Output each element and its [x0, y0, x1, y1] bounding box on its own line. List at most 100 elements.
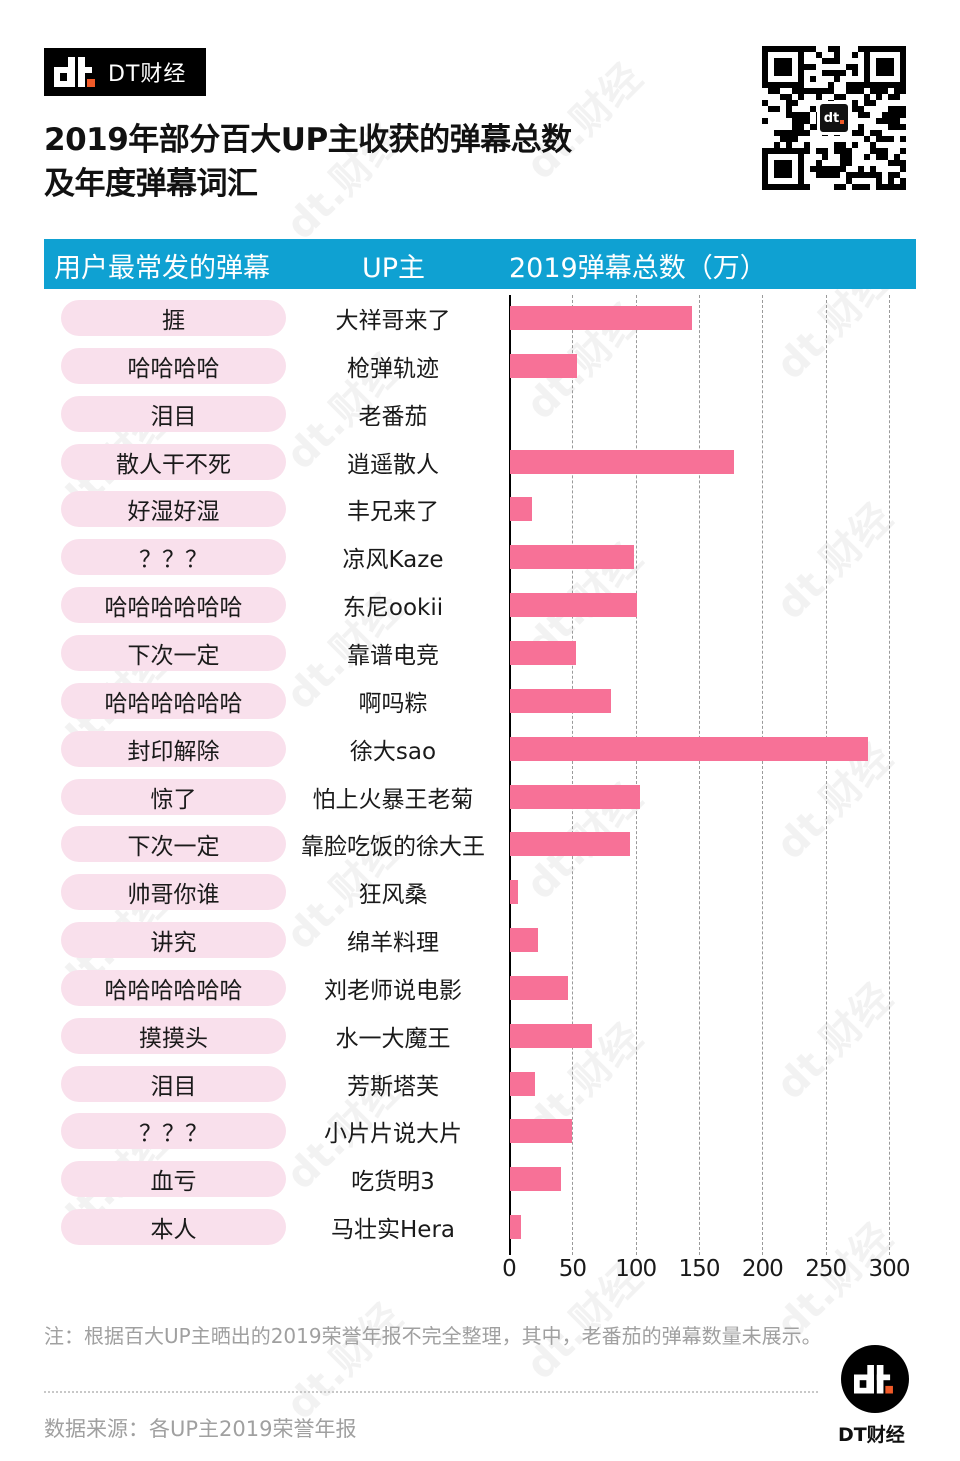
footer-brand-name: DT财经	[838, 1424, 905, 1446]
x-tick-label: 0	[502, 1256, 517, 1282]
uploader-name: 靠脸吃饭的徐大王	[301, 834, 485, 861]
uploader-name: 枪弹轨迹	[347, 355, 439, 382]
gridline	[699, 295, 700, 1255]
bar	[510, 497, 532, 522]
gridline	[825, 295, 827, 1255]
uploader-name: 丰兄来了	[347, 499, 439, 526]
x-tick-label: 50	[558, 1256, 587, 1282]
danmu-pill: 泪目	[61, 395, 286, 432]
bar	[510, 593, 637, 618]
table-row: 讲究 绵羊料理	[0, 917, 960, 965]
x-tick-label: 200	[741, 1256, 784, 1282]
qr-logo-icon: dt	[817, 101, 851, 135]
bar	[510, 449, 735, 474]
bar	[510, 880, 518, 905]
qr-code-icon: dt	[762, 46, 906, 190]
table-row: 泪目 芳斯塔芙	[0, 1061, 960, 1109]
table-row: 本人 马壮实Hera	[0, 1204, 960, 1252]
danmu-pill: 捱	[61, 300, 286, 336]
bar	[510, 1215, 522, 1240]
bar	[510, 306, 693, 330]
brand-badge: DT财经	[44, 48, 206, 96]
uploader-name: 水一大魔王	[335, 1025, 451, 1052]
danmu-pill: 哈哈哈哈哈哈	[61, 682, 286, 719]
table-row: 帅哥你谁 狂风桑	[0, 869, 960, 917]
data-source: 数据来源：各UP主2019荣誉年报	[44, 1417, 357, 1441]
header-uploader: UP主	[362, 253, 426, 284]
footnote: 注：根据百大UP主晒出的2019荣誉年报不完全整理，其中，老番茄的弹幕数量未展示…	[44, 1324, 822, 1348]
danmu-pill: 哈哈哈哈哈哈	[61, 587, 286, 624]
title-line-2: 及年度弹幕词汇	[44, 166, 258, 202]
danmu-pill: 血亏	[61, 1161, 286, 1198]
danmu-pill: 本人	[61, 1209, 286, 1246]
uploader-name: 吃货明3	[351, 1169, 435, 1196]
chart-title: 2019年部分百大UP主收获的弹幕总数 及年度弹幕词汇	[44, 118, 572, 206]
bar	[510, 640, 576, 665]
x-tick-label: 300	[868, 1256, 911, 1282]
danmu-pill: ？？？	[61, 1113, 286, 1150]
uploader-name: 凉风Kaze	[342, 547, 444, 574]
title-line-1: 2019年部分百大UP主收获的弹幕总数	[44, 122, 572, 158]
footer-logo-icon	[841, 1345, 909, 1413]
uploader-name: 徐大sao	[349, 738, 437, 765]
uploader-name: 啊吗粽	[358, 690, 428, 717]
dt-logo-icon	[54, 57, 98, 87]
uploader-name: 马壮实Hera	[331, 1217, 455, 1244]
bar	[510, 1167, 561, 1192]
table-row: ？？？ 凉风Kaze	[0, 534, 960, 582]
qr-finder	[762, 46, 804, 88]
danmu-pill: 讲究	[61, 922, 286, 959]
bar	[510, 1023, 593, 1048]
watermark: dt.财经	[277, 1295, 412, 1429]
danmu-pill: 封印解除	[61, 730, 286, 767]
table-row: 哈哈哈哈 枪弹轨迹	[0, 343, 960, 391]
table-row: 散人干不死 逍遥散人	[0, 439, 960, 487]
gridline	[635, 295, 637, 1255]
table-row: 哈哈哈哈哈哈 刘老师说电影	[0, 965, 960, 1013]
table-row: ？？？ 小片片说大片	[0, 1108, 960, 1156]
bar	[510, 784, 641, 809]
table-header: 用户最常发的弹幕 UP主 2019弹幕总数（万）	[44, 239, 916, 289]
table-row: 捱 大祥哥来了	[0, 295, 960, 343]
bar	[510, 353, 578, 378]
uploader-name: 怕上火暴王老菊	[312, 786, 474, 813]
danmu-pill: 帅哥你谁	[61, 874, 286, 911]
table-row: 摸摸头 水一大魔王	[0, 1013, 960, 1061]
bar	[510, 736, 869, 761]
uploader-name: 狂风桑	[358, 882, 428, 909]
table-row: 血亏 吃货明3	[0, 1156, 960, 1204]
table-row: 好湿好湿 丰兄来了	[0, 486, 960, 534]
uploader-name: 靠谱电竞	[347, 642, 439, 669]
bar	[510, 928, 538, 953]
gridline	[762, 295, 764, 1255]
table-row: 下次一定 靠脸吃饭的徐大王	[0, 821, 960, 869]
table-row: 惊了 怕上火暴王老菊	[0, 774, 960, 822]
header-danmu: 用户最常发的弹幕	[54, 253, 270, 284]
uploader-name: 东尼ookii	[342, 595, 444, 622]
danmu-pill: 哈哈哈哈	[61, 347, 286, 384]
danmu-pill: 摸摸头	[61, 1017, 286, 1054]
bar-chart	[509, 295, 909, 1255]
uploader-name: 芳斯塔芙	[347, 1073, 439, 1100]
gridline	[572, 295, 574, 1255]
divider	[44, 1391, 818, 1393]
qr-finder	[762, 148, 804, 190]
danmu-pill: 哈哈哈哈哈哈	[61, 969, 286, 1006]
table-row: 封印解除 徐大sao	[0, 726, 960, 774]
table-row: 哈哈哈哈哈哈 啊吗粽	[0, 678, 960, 726]
uploader-name: 逍遥散人	[347, 451, 439, 478]
danmu-pill: 泪目	[61, 1065, 286, 1102]
uploader-name: 刘老师说电影	[324, 977, 462, 1004]
y-axis-line	[509, 295, 511, 1255]
table-row: 泪目 老番茄	[0, 391, 960, 439]
danmu-pill: 下次一定	[61, 634, 286, 671]
x-tick-label: 150	[678, 1256, 721, 1282]
danmu-pill: 下次一定	[61, 826, 286, 863]
x-tick-label: 250	[805, 1256, 847, 1282]
x-tick-label: 100	[615, 1256, 657, 1282]
uploader-name: 小片片说大片	[324, 1121, 462, 1148]
bar	[510, 545, 635, 570]
uploader-name: 老番茄	[358, 403, 428, 430]
qr-finder	[864, 46, 906, 88]
bar	[510, 1119, 573, 1144]
